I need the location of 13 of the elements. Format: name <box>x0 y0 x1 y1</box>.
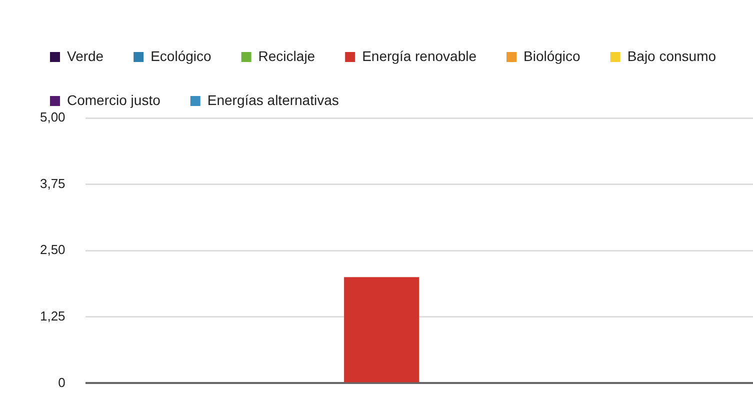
y-tick-label: 3,75 <box>40 176 66 191</box>
legend-label: Ecológico <box>150 48 212 64</box>
y-tick-label: 0 <box>58 374 66 390</box>
y-tick-label: 5,00 <box>40 110 66 125</box>
legend-label: Comercio justo <box>67 92 161 108</box>
legend-label: Verde <box>67 48 104 64</box>
legend-label: Biológico <box>524 48 581 64</box>
legend-label: Energías alternativas <box>207 92 339 108</box>
y-tick-label: 1,25 <box>40 308 66 324</box>
legend-label: Reciclaje <box>258 48 316 64</box>
y-tick-label: 2,50 <box>40 242 66 258</box>
legend-label: Bajo consumo <box>627 48 716 64</box>
legend-label: Energía renovable <box>362 48 477 64</box>
